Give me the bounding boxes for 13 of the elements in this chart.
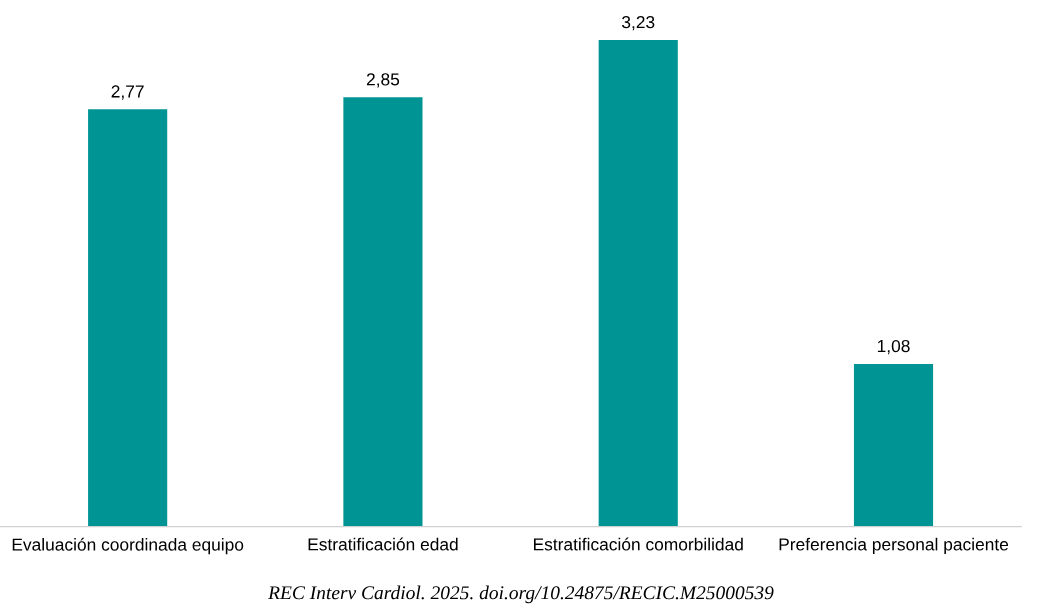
data-label: 3,23 bbox=[621, 15, 655, 31]
x-tick-label: Evaluación coordinada equipo bbox=[12, 537, 244, 555]
bar bbox=[598, 40, 678, 527]
bar bbox=[853, 363, 934, 527]
data-label: 2,77 bbox=[111, 85, 144, 100]
text: REC Interv Cardiol. 2025. doi.org/10.24875/RECIC.M25000539 bbox=[268, 585, 774, 604]
data-label: 2,85 bbox=[366, 73, 400, 88]
x-tick-label: Preferencia personal paciente bbox=[779, 537, 1009, 554]
x-tick-label: Estratificación comorbilidad bbox=[534, 537, 743, 551]
x-tick-label: Estratificación edad bbox=[308, 537, 458, 551]
data-label: 1,08 bbox=[877, 339, 910, 355]
bar bbox=[343, 97, 423, 527]
bar bbox=[88, 109, 168, 527]
